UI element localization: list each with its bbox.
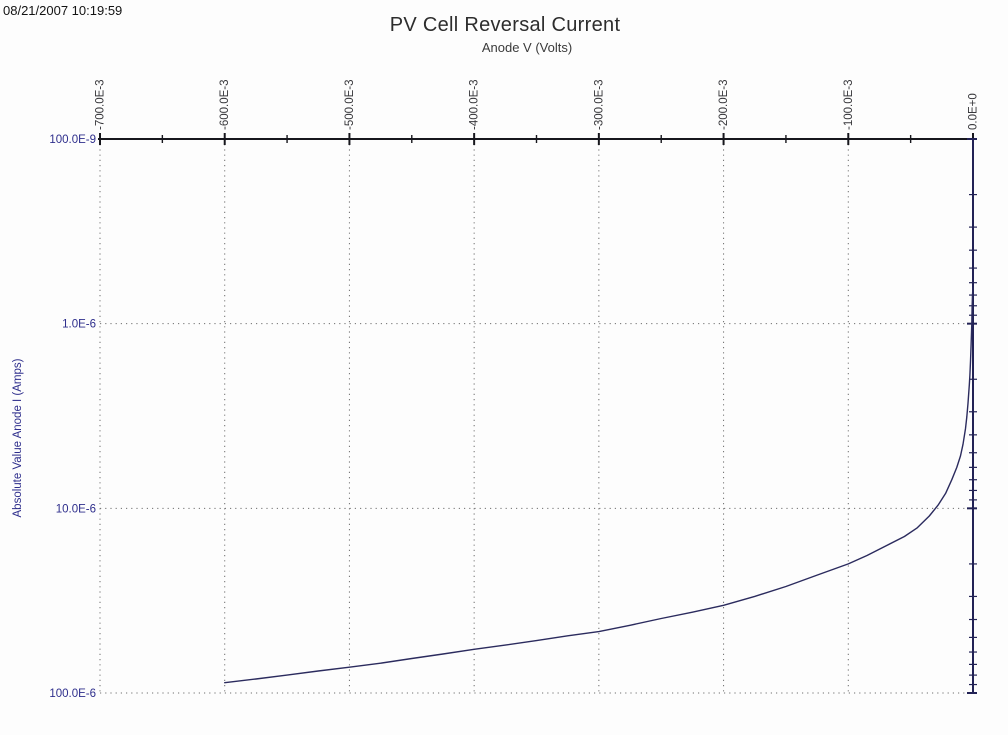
x-axis-title: Anode V (Volts) [481,40,573,55]
y-tick-label: 100.0E-6 [49,688,96,700]
y-axis-title: Absolute Value Anode I (Amps) [12,358,24,517]
x-tick-label: -400.0E-3 [469,79,481,130]
y-tick-label: 100.0E-9 [49,134,96,146]
chart-title: PV Cell Reversal Current [389,14,621,36]
data-curve [224,287,974,684]
x-tick-label: -700.0E-3 [95,79,107,130]
x-tick-label: -200.0E-3 [718,79,730,130]
x-tick-label: -100.0E-3 [843,79,855,130]
x-tick-label: -600.0E-3 [219,79,231,130]
timestamp: 08/21/2007 10:19:59 [3,3,123,18]
x-tick-label: -500.0E-3 [344,79,356,130]
y-tick-label: 10.0E-6 [56,503,96,515]
x-tick-label: -300.0E-3 [593,79,605,130]
y-tick-label: 1.0E-6 [62,319,96,331]
x-tick-label: 0.0E+0 [968,93,980,130]
